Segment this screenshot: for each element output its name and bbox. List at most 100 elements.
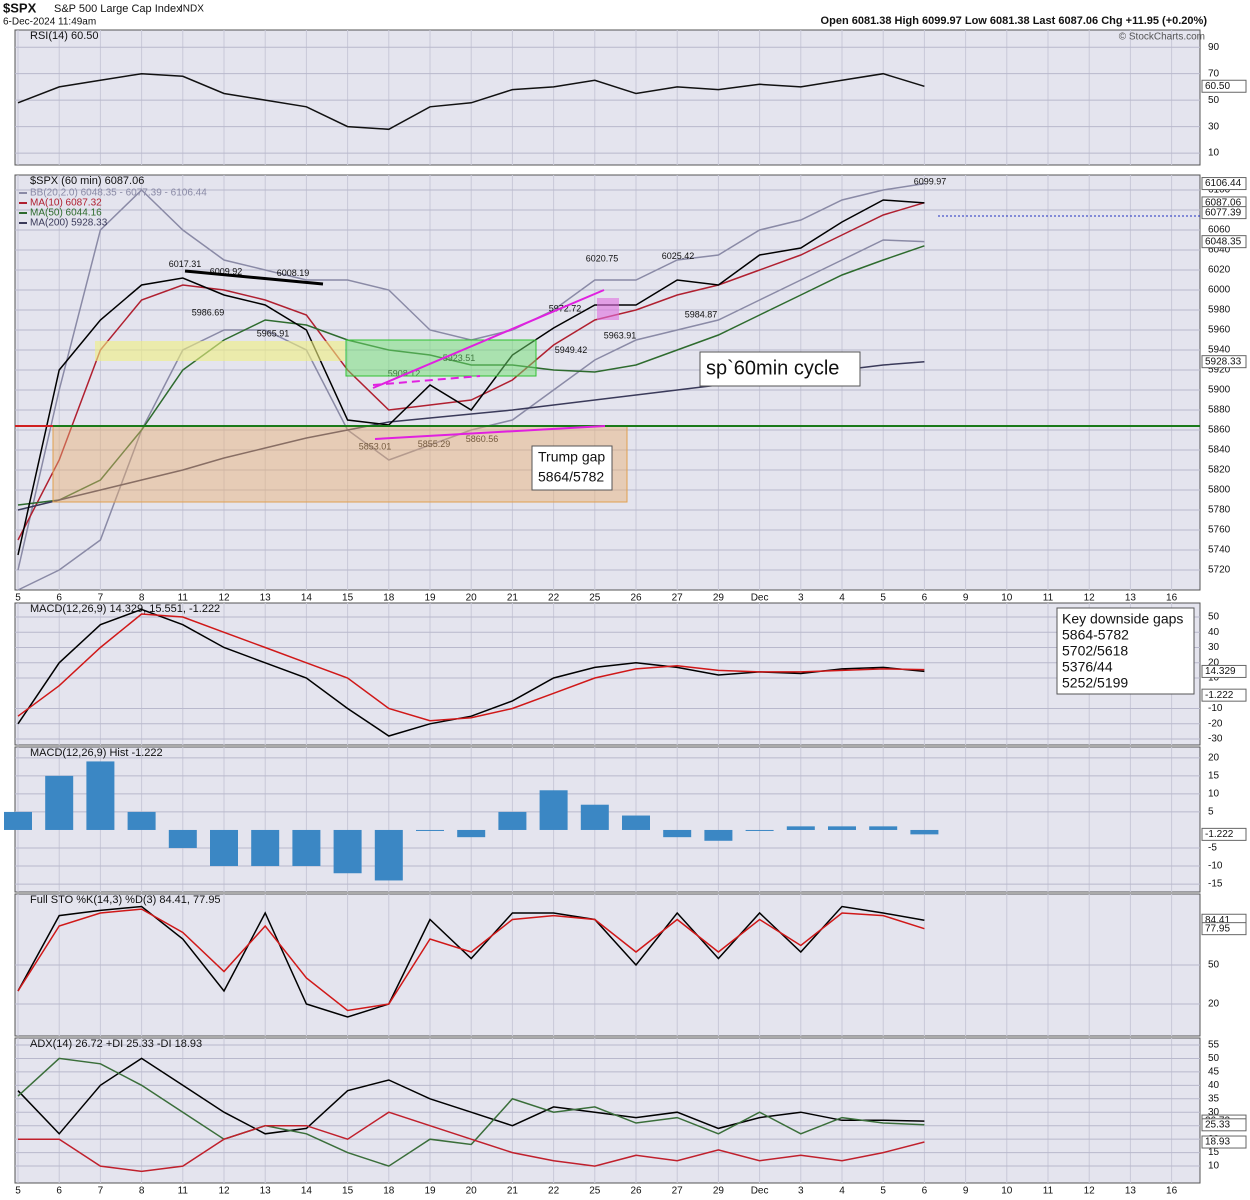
series-line [17, 905, 925, 1018]
value-label: -1.222 [1205, 690, 1234, 701]
series-line [17, 239, 925, 591]
price-annotation: 6025.42 [662, 251, 695, 261]
note: 5376/44 [1062, 659, 1113, 675]
value-label: 25.33 [1205, 1119, 1230, 1130]
price-annotation: 5963.91 [604, 330, 637, 340]
y-tick-label: -15 [1208, 879, 1223, 890]
x-tick-label: 20 [466, 593, 478, 604]
price-annotation: 6099.97 [914, 176, 947, 186]
x-tick-label: 10 [1001, 1186, 1013, 1197]
series-line [17, 72, 925, 131]
series-line [17, 613, 925, 722]
y-tick-label: 6040 [1208, 245, 1231, 256]
x-tick-label: 22 [548, 1186, 560, 1197]
x-tick-label: 25 [589, 593, 601, 604]
x-tick-label: 19 [424, 593, 436, 604]
x-tick-label: 15 [342, 1186, 354, 1197]
bar [498, 811, 527, 830]
value-label: 18.93 [1205, 1137, 1230, 1148]
x-tick-label: 12 [218, 593, 230, 604]
price-annotation: 5853.01 [359, 441, 392, 451]
x-tick-label: 15 [342, 593, 354, 604]
bar [86, 761, 115, 830]
note-box [531, 445, 613, 491]
x-tick-label: 6 [922, 1186, 928, 1197]
y-tick-label: 10 [1208, 148, 1220, 159]
x-tick-label: 29 [713, 1186, 725, 1197]
panel [14, 174, 1201, 591]
x-tick-label: 5 [15, 593, 21, 604]
y-tick-label: 55 [1208, 1040, 1220, 1051]
x-tick-label: 5 [15, 1186, 21, 1197]
series-line [17, 1057, 925, 1135]
x-tick-label: 13 [260, 1186, 272, 1197]
x-tick-label: 22 [548, 593, 560, 604]
note: 5252/5199 [1062, 675, 1128, 691]
x-tick-label: 6 [56, 593, 62, 604]
symbol: $SPX [3, 0, 37, 15]
x-tick-label: 11 [1043, 1186, 1054, 1197]
y-tick-label: 5980 [1208, 305, 1231, 316]
price-annotation: 6017.31 [169, 259, 202, 269]
value-label: 84.41 [1205, 915, 1230, 926]
bar [374, 829, 403, 881]
y-tick-label: 5720 [1208, 565, 1231, 576]
x-tick-label: 21 [507, 593, 519, 604]
bar [828, 826, 856, 830]
note: 5864/5782 [538, 469, 604, 485]
x-tick-label: 11 [1043, 593, 1054, 604]
date: 6-Dec-2024 11:49am [3, 17, 96, 28]
y-tick-label: 5840 [1208, 445, 1231, 456]
y-tick-label: 5900 [1208, 385, 1231, 396]
y-tick-label: 6100 [1208, 185, 1231, 196]
bar [663, 829, 692, 838]
series-line [17, 908, 925, 1012]
exchange: INDX [180, 4, 204, 15]
value-label-box [1201, 235, 1247, 249]
y-tick-label: -20 [1208, 718, 1223, 729]
y-tick-label: 15 [1208, 1147, 1220, 1158]
series-line [18, 1111, 925, 1173]
note: Key downside gaps [1062, 611, 1183, 627]
y-tick-label: 10 [1208, 673, 1220, 684]
price-annotation: 5855.29 [418, 439, 451, 449]
bar [457, 829, 486, 838]
legend-entry: MA(10) 6087.32 [30, 198, 102, 209]
panel [14, 29, 1201, 166]
bar [745, 829, 774, 831]
x-tick-label: 7 [98, 593, 104, 604]
x-tick-label: 5 [880, 593, 886, 604]
trend-line [372, 289, 605, 389]
note-list: Key downside gaps 5864-5782 5702/5618 53… [1062, 611, 1183, 691]
price-annotation: 5986.69 [192, 308, 225, 318]
y-tick-label: 5860 [1208, 425, 1231, 436]
x-tick-label: 26 [630, 593, 642, 604]
y-tick-label: 90 [1208, 42, 1220, 53]
price-annotation: 5860.56 [466, 434, 499, 444]
y-tick-label: 70 [1208, 68, 1220, 79]
panel-title: ADX(14) 26.72 +DI 25.33 -DI 18.93 [30, 1038, 202, 1050]
panel-title: $SPX (60 min) 6087.06 [30, 175, 144, 187]
x-tick-label: 12 [1084, 1186, 1096, 1197]
y-tick-label: 20 [1208, 999, 1220, 1010]
bar [786, 826, 815, 830]
value-label-box [1201, 688, 1247, 702]
gap-box [52, 425, 628, 503]
y-tick-label: 30 [1208, 642, 1220, 653]
bar [251, 829, 280, 867]
bar [127, 811, 156, 830]
x-tick-label: 14 [301, 593, 313, 604]
bar [292, 829, 321, 867]
legend-entry: MA(200) 5928.33 [30, 218, 108, 229]
bar [210, 829, 238, 867]
x-tick-label: 20 [466, 1186, 478, 1197]
x-tick-label: 3 [798, 593, 804, 604]
y-tick-label: 50 [1208, 95, 1220, 106]
y-tick-label: 5760 [1208, 525, 1231, 536]
quote: Open 6081.38 High 6099.97 Low 6081.38 La… [821, 15, 1208, 27]
y-tick-label: 45 [1208, 1067, 1220, 1078]
y-tick-label: 35 [1208, 1093, 1220, 1104]
note-box [699, 351, 861, 387]
y-tick-label: 40 [1208, 1080, 1220, 1091]
